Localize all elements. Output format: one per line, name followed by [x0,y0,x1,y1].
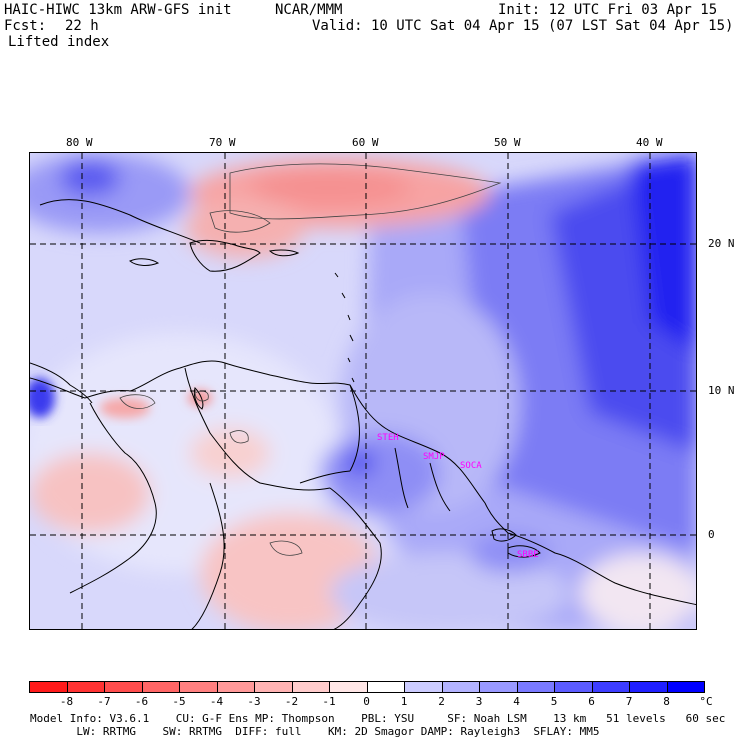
colorbar-cell [366,681,405,693]
map-canvas [30,153,696,629]
station-label-sbbe: SBBE [517,550,539,560]
colorbar-tick-label: 7 [625,695,633,708]
colorbar-cell [516,681,555,693]
colorbar-tick-label: 8 [663,695,670,708]
colorbar-cell [404,681,443,693]
station-label-soca: SOCA [460,461,482,471]
lat-label-20n: 20 N [708,237,735,250]
model-title: HAIC-HIWC 13km ARW-GFS init [4,2,232,18]
colorbar-tick-label: 1 [400,695,408,708]
lon-label-50w: 50 W [494,136,521,149]
fcst-value: 22 h [65,18,99,34]
coastlines [30,199,696,629]
colorbar-tick-label: -7 [97,695,111,708]
lifted-index-field [30,153,696,629]
colorbar-cell [591,681,630,693]
lat-label-10n: 10 N [708,384,735,397]
latlon-grid [30,153,696,629]
lon-label-60w: 60 W [352,136,379,149]
colorbar-cell [104,681,143,693]
colorbar-tick-label: -8 [59,695,74,708]
colorbar-tick-label: 0 [363,695,370,708]
colorbar-cell [29,681,68,693]
model-info-line2: LW: RRTMG SW: RRTMG DIFF: full KM: 2D Sm… [30,725,600,738]
station-label-smjp: SMJP [423,452,445,462]
colorbar-tick-label: 4 [513,695,520,708]
lat-label-0: 0 [708,528,715,541]
station-label-steh: STEH [377,433,399,443]
colorbar-tick-label: -2 [284,695,299,708]
valid-time: Valid: 10 UTC Sat 04 Apr 15 (07 LST Sat … [312,18,734,34]
colorbar-cell [66,681,105,693]
colorbar [29,681,705,695]
colorbar-cell [141,681,180,693]
colorbar-cell [666,681,705,693]
field-name: Lifted index [8,34,110,50]
lon-label-70w: 70 W [209,136,236,149]
colorbar-cell [441,681,480,693]
colorbar-cell [291,681,330,693]
colorbar-tick-label: -4 [209,695,224,708]
colorbar-tick-label: 3 [475,695,483,708]
colorbar-cell [554,681,593,693]
colorbar-cell [254,681,293,693]
colorbar-cell [216,681,255,693]
fcst-label: Fcst: [4,18,47,34]
colorbar-tick-label: -5 [172,695,186,708]
colorbar-cell [629,681,668,693]
lon-label-40w: 40 W [636,136,663,149]
colorbar-unit: °C [699,695,713,708]
colorbar-labels: -8 -7 -6 -5 -4 -3 -2 -1 0 1 2 3 4 5 6 7 8 °C [29,695,729,709]
model-info-line1: Model Info: V3.6.1 CU: G-F Ens MP: Thomp… [30,712,726,725]
lon-label-80w: 80 W [66,136,93,149]
lifted-index-map [29,152,697,630]
colorbar-tick-label: -6 [134,695,149,708]
colorbar-tick-label: -1 [322,695,336,708]
init-time: Init: 12 UTC Fri 03 Apr 15 [498,2,718,18]
colorbar-tick-label: 6 [588,695,595,708]
colorbar-tick-label: -3 [247,695,261,708]
colorbar-tick-label: 2 [438,695,445,708]
org-label: NCAR/MMM [275,2,343,18]
colorbar-tick-label: 5 [550,695,558,708]
colorbar-cell [179,681,218,693]
colorbar-cell [479,681,518,693]
colorbar-cell [329,681,368,693]
contours [119,163,502,556]
